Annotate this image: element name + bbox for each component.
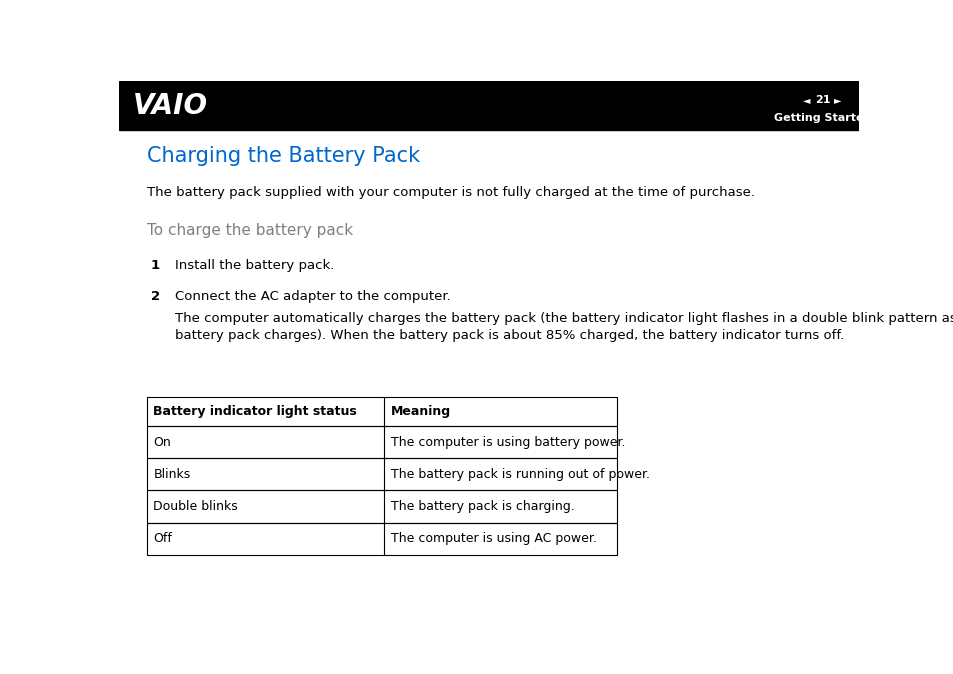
Text: The computer is using battery power.: The computer is using battery power.: [391, 435, 625, 449]
Bar: [147, 522, 617, 555]
Text: ◄: ◄: [802, 94, 810, 104]
Text: Battery indicator light status: Battery indicator light status: [153, 405, 356, 419]
Bar: [147, 398, 617, 426]
Bar: [119, 81, 858, 130]
Text: Blinks: Blinks: [153, 468, 191, 481]
Text: ►: ►: [833, 94, 841, 104]
Bar: [147, 458, 617, 491]
Text: The battery pack supplied with your computer is not fully charged at the time of: The battery pack supplied with your comp…: [147, 186, 755, 200]
Bar: [147, 491, 617, 522]
Text: Getting Started: Getting Started: [774, 113, 871, 123]
Text: The computer automatically charges the battery pack (the battery indicator light: The computer automatically charges the b…: [175, 312, 953, 342]
Text: To charge the battery pack: To charge the battery pack: [147, 222, 354, 237]
Text: 21: 21: [815, 94, 830, 104]
Text: 1: 1: [151, 259, 160, 272]
Text: Double blinks: Double blinks: [153, 500, 237, 513]
Text: Meaning: Meaning: [391, 405, 451, 419]
Text: Install the battery pack.: Install the battery pack.: [175, 259, 335, 272]
Text: The battery pack is charging.: The battery pack is charging.: [391, 500, 575, 513]
Text: The computer is using AC power.: The computer is using AC power.: [391, 532, 597, 545]
Text: Charging the Battery Pack: Charging the Battery Pack: [147, 146, 420, 166]
Text: Connect the AC adapter to the computer.: Connect the AC adapter to the computer.: [175, 290, 451, 303]
Bar: [147, 426, 617, 458]
Text: On: On: [153, 435, 171, 449]
Text: VAIO: VAIO: [132, 92, 208, 119]
Text: Off: Off: [153, 532, 172, 545]
Text: The battery pack is running out of power.: The battery pack is running out of power…: [391, 468, 650, 481]
Text: 2: 2: [151, 290, 160, 303]
